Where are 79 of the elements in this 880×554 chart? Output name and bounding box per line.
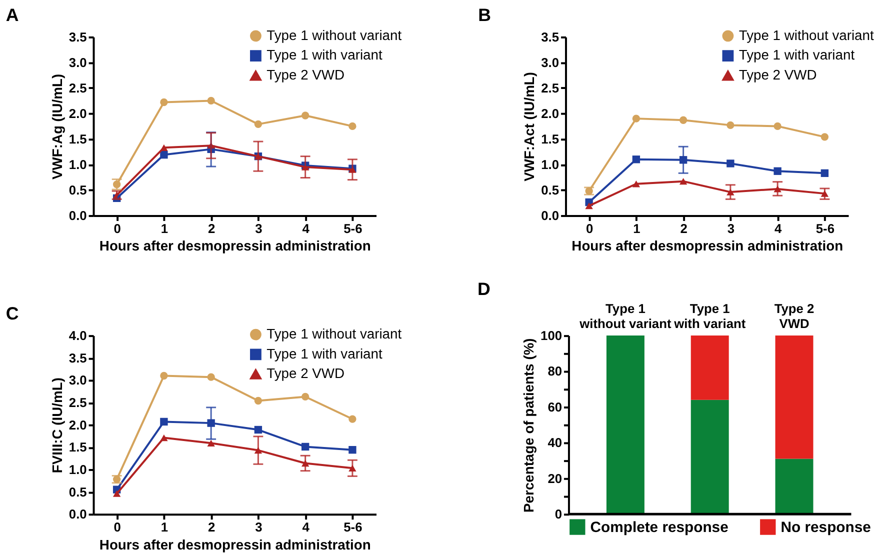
y-tick-label: 3.0 [541,54,560,70]
x-tick-label: 5-6 [816,220,834,236]
y-tick-label: 1.5 [68,131,87,146]
y-tick-label: 1.0 [68,156,87,172]
y-tick-label: 3.5 [541,29,560,44]
y-axis-title: VWF:Act (IU/mL) [521,72,538,182]
y-tick-label: 0.0 [541,208,560,223]
x-tick-label: 0 [586,220,594,236]
bar [690,400,729,514]
x-tick-label: Type 1 with variant [673,301,746,332]
chart-title: C [6,304,19,324]
bar [606,336,644,514]
chart-title: D [478,278,491,299]
bar [690,336,729,400]
x-tick-label: Type 1 without variant [578,301,672,332]
y-tick-label: 100 [540,328,562,344]
y-tick-label: 20 [548,470,562,486]
y-axis-title: Percentage of patients (%) [520,338,537,512]
y-tick-label: 0 [554,506,562,522]
x-tick-label: 4 [302,220,310,236]
y-tick-label: 2.5 [68,394,87,410]
y-tick-label: 1.0 [541,156,560,172]
x-tick-label: 1 [633,220,640,236]
x-axis-title: Hours after desmopressin administration [99,536,371,552]
legend-label: Complete response [590,520,728,536]
chart-title: A [6,5,19,26]
y-tick-label: 40 [548,435,562,450]
x-axis-title: Hours after desmopressin administration [572,238,844,254]
y-tick-label: 3.0 [68,54,87,70]
x-tick-label: 3 [255,220,262,236]
y-tick-label: 2.0 [541,106,560,121]
chart-title: B [478,5,492,26]
y-tick-label: 0.0 [68,506,87,522]
bar [775,336,814,459]
legend-label: Type 2 VWD [738,66,817,83]
x-tick-label: 3 [255,519,262,534]
y-tick-label: 0.0 [68,208,87,223]
x-axis-title: Hours after desmopressin administration [99,238,371,254]
x-tick-label: 0 [114,519,121,534]
y-tick-label: 1.5 [541,131,560,146]
y-tick-label: 80 [548,364,562,379]
x-tick-label: 5-6 [344,220,362,236]
y-tick-label: 60 [548,399,562,414]
y-tick-label: 0.5 [68,484,87,500]
x-tick-label: 2 [208,519,216,534]
x-tick-label: 4 [774,220,782,236]
legend-label: Type 1 without variant [738,26,874,43]
y-axis-title: FVIII:C (IU/mL) [48,378,65,474]
legend-label: Type 1 without variant [266,326,402,342]
x-tick-label: 4 [302,519,310,534]
y-tick-label: 0.5 [541,182,560,198]
x-tick-label: 3 [727,220,735,236]
x-tick-label: 2 [208,220,216,236]
legend-label: No response [780,520,871,536]
y-tick-label: 4.0 [68,328,87,344]
legend-label: Type 1 with variant [266,46,382,63]
y-tick-label: 3.5 [68,350,87,366]
x-tick-label: 2 [680,220,688,236]
y-tick-label: 2.0 [68,417,87,432]
legend-label: Type 2 VWD [266,365,345,382]
y-tick-label: 0.5 [68,182,87,198]
y-tick-label: 2.5 [541,80,560,96]
x-tick-label: 5-6 [344,519,362,534]
x-tick-label: 0 [114,220,121,236]
x-tick-label: 1 [160,519,168,534]
legend-label: Type 1 without variant [266,26,402,43]
legend-label: Type 1 with variant [738,46,855,63]
bar [775,458,814,514]
x-tick-label: 1 [160,220,168,236]
y-tick-label: 3.5 [68,29,87,44]
y-tick-label: 2.0 [68,106,87,121]
legend-label: Type 2 VWD [266,66,345,83]
y-tick-label: 1.0 [68,462,87,477]
y-tick-label: 3.0 [68,372,87,388]
y-tick-label: 1.5 [68,440,87,455]
y-tick-label: 2.5 [68,80,87,96]
x-tick-label: Type 2 VWD [774,301,814,332]
y-axis-title: VWF:Ag (IU/mL) [48,74,65,180]
legend-label: Type 1 with variant [266,345,382,362]
